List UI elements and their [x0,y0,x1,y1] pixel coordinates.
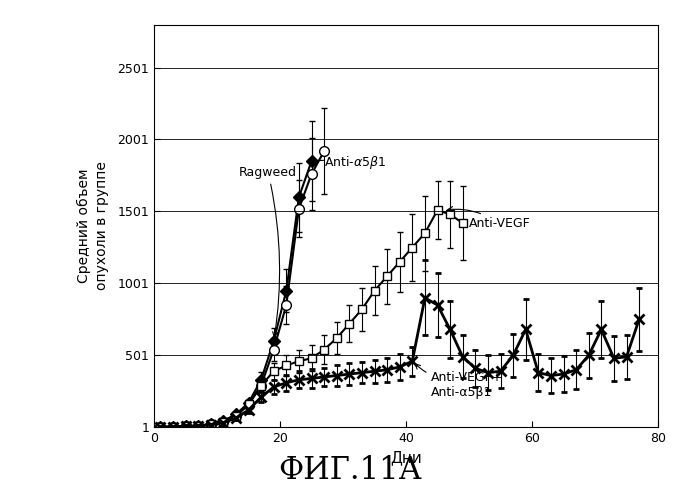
Text: Anti-$\alpha$5$\beta$1: Anti-$\alpha$5$\beta$1 [318,154,386,170]
Text: Ragweed: Ragweed [239,165,297,337]
Text: Anti-VEGF+
Anti-α5β1: Anti-VEGF+ Anti-α5β1 [415,364,503,399]
Y-axis label: Средний объем
опухоли в группе: Средний объем опухоли в группе [76,162,109,290]
Text: Anti-VEGF: Anti-VEGF [448,207,531,230]
X-axis label: Дни: Дни [390,451,422,465]
Text: ФИГ.11А: ФИГ.11А [278,455,422,486]
